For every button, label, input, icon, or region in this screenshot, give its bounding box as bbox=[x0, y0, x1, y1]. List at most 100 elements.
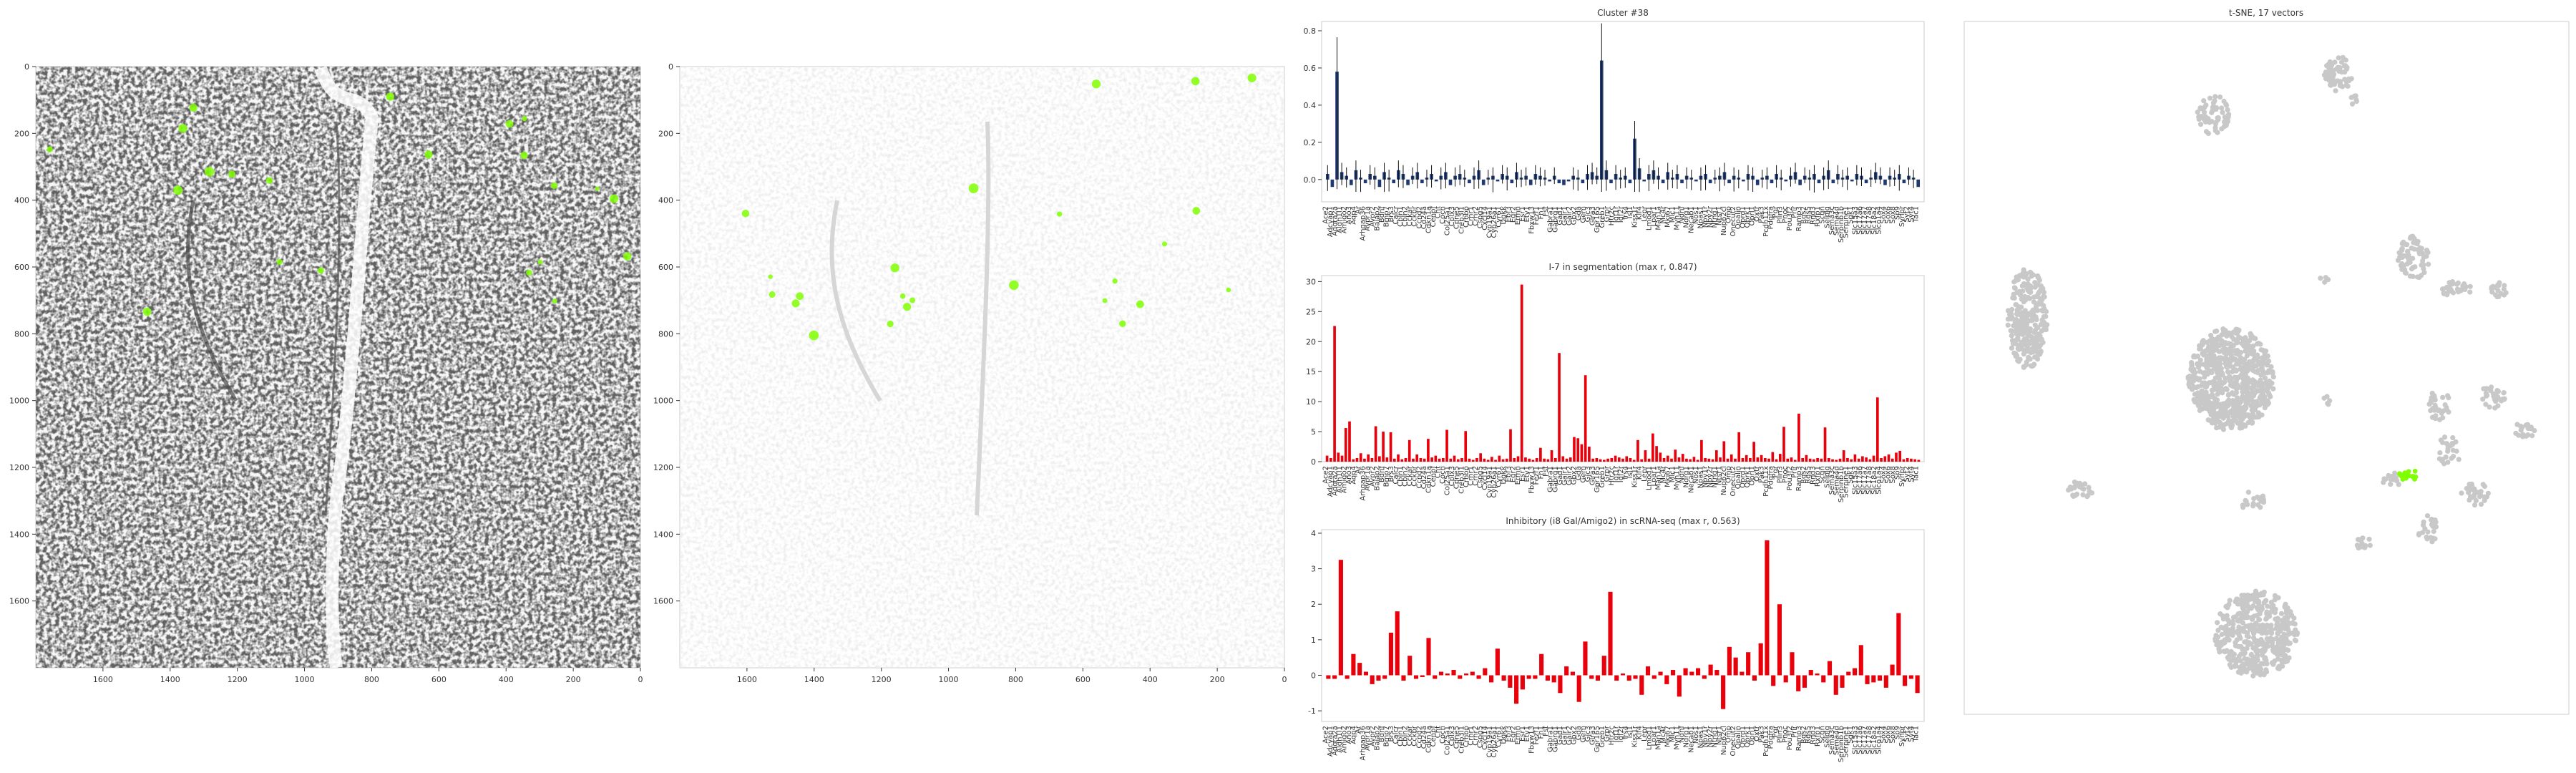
x-tick-label: Gem bbox=[1580, 206, 1588, 223]
tsne-point bbox=[2032, 284, 2038, 290]
tsne-point bbox=[2025, 276, 2031, 282]
tsne-point bbox=[2485, 490, 2491, 496]
x-tick-label: Nos1 bbox=[1692, 206, 1700, 224]
tsne-point bbox=[2210, 100, 2217, 106]
x-tick-label: Tac1 bbox=[1913, 466, 1921, 482]
tsne-point bbox=[2270, 386, 2276, 392]
midline-fissure bbox=[314, 67, 379, 668]
tsne-point bbox=[2217, 94, 2223, 100]
tsne-point bbox=[2502, 283, 2507, 288]
bar bbox=[1350, 179, 1353, 185]
x-tick-label: Galr2 bbox=[1566, 466, 1574, 485]
x-tick-label: Scgn bbox=[1819, 206, 1827, 224]
x-tick-label: Htr2c bbox=[1608, 206, 1616, 225]
highlight-cell bbox=[178, 124, 187, 133]
bar bbox=[1524, 457, 1527, 462]
x-tick-label: Irs4 bbox=[1622, 726, 1630, 739]
tsne-point bbox=[2249, 626, 2255, 632]
highlight-cell bbox=[1191, 77, 1200, 86]
tsne-point bbox=[2492, 292, 2499, 298]
bar bbox=[1419, 457, 1423, 462]
tsne-point bbox=[2529, 426, 2534, 432]
tsne-point bbox=[2220, 625, 2226, 631]
tsne-point bbox=[2030, 307, 2036, 313]
tsne-point bbox=[2209, 369, 2215, 376]
bar bbox=[1352, 459, 1355, 462]
x-tick-label: Fezf1 bbox=[1533, 726, 1541, 745]
bar bbox=[1463, 674, 1469, 676]
y-tick-label: 600 bbox=[658, 263, 673, 272]
bar bbox=[1783, 675, 1788, 683]
x-tick-label: Avpr2 bbox=[1369, 726, 1377, 747]
y-tick-label: 0 bbox=[668, 62, 673, 72]
bar bbox=[1357, 663, 1362, 676]
tsne-point bbox=[2210, 379, 2216, 384]
tsne-point bbox=[2038, 283, 2044, 289]
tsne-point bbox=[2233, 643, 2238, 648]
highlight-cell bbox=[276, 258, 283, 265]
x-tick-label: Arhgap36 bbox=[1360, 206, 1367, 241]
x-tick-label: 200 bbox=[1210, 675, 1225, 684]
tsne-point bbox=[2225, 414, 2231, 419]
tsne-point bbox=[2260, 622, 2265, 628]
highlight-cell bbox=[1247, 73, 1257, 82]
tsne-point bbox=[2230, 343, 2236, 349]
bar bbox=[1729, 454, 1733, 462]
bar bbox=[1756, 457, 1760, 462]
tsne-point bbox=[2023, 342, 2029, 348]
x-tick-label: Rgs5 bbox=[1805, 726, 1813, 744]
tsne-point bbox=[2026, 333, 2031, 339]
x-tick-label: 1000 bbox=[939, 675, 959, 684]
tsne-point bbox=[2247, 596, 2253, 602]
x-tick-label: Serpinb1b bbox=[1838, 206, 1845, 243]
tsne-point bbox=[2520, 434, 2526, 439]
tsne-highlight-point bbox=[2400, 477, 2406, 482]
bar bbox=[1456, 459, 1460, 462]
bar bbox=[1708, 179, 1712, 184]
bar bbox=[1595, 675, 1601, 681]
tsne-point bbox=[2041, 294, 2047, 300]
tsne-point bbox=[2233, 659, 2239, 665]
tsne-point bbox=[2202, 374, 2207, 380]
bar bbox=[1726, 458, 1729, 462]
tsne-point bbox=[2444, 291, 2449, 297]
plot-frame bbox=[1321, 275, 1925, 462]
tsne-point bbox=[2225, 392, 2231, 398]
x-tick-label: Pdgfra bbox=[1767, 726, 1775, 749]
x-tick-label: Arhgap36 bbox=[1360, 726, 1367, 761]
tsne-point bbox=[2498, 291, 2504, 296]
tsne-point bbox=[2342, 63, 2348, 69]
tsne-point bbox=[2258, 366, 2264, 372]
tsne-point bbox=[2037, 301, 2043, 307]
tsne-point bbox=[2201, 98, 2207, 104]
tsne-point bbox=[2014, 309, 2021, 315]
x-tick-label: Egr2 bbox=[1509, 466, 1517, 482]
x-tick-label: Creb3l1 bbox=[1458, 466, 1465, 494]
x-tick-label: Myh11 bbox=[1674, 206, 1682, 230]
bar bbox=[1797, 413, 1800, 462]
x-tick-label: Cyr61 bbox=[1496, 726, 1503, 747]
bar bbox=[1683, 668, 1688, 676]
y-tick-label: 3 bbox=[1311, 565, 1316, 574]
highlight-cell bbox=[265, 177, 273, 184]
tsne-point bbox=[2240, 359, 2245, 364]
x-tick-label: Sema3c bbox=[1828, 466, 1836, 495]
x-tick-label: Gjc3 bbox=[1584, 466, 1592, 482]
tsne-point bbox=[2240, 613, 2245, 618]
tsne-point bbox=[2219, 105, 2225, 111]
x-tick-label: 600 bbox=[431, 675, 447, 684]
bar bbox=[1674, 449, 1677, 462]
bar bbox=[1397, 454, 1400, 462]
tsne-point bbox=[2015, 357, 2021, 364]
tsne-point bbox=[2019, 313, 2025, 319]
bar bbox=[1568, 457, 1572, 462]
x-tick-label: Pgr bbox=[1772, 205, 1780, 218]
tsne-point bbox=[2013, 327, 2019, 333]
tsne-point bbox=[2258, 361, 2265, 366]
tsne-point bbox=[2383, 477, 2389, 482]
highlight-cell bbox=[173, 185, 183, 195]
x-tick-label: Sp9 bbox=[1894, 206, 1902, 220]
tsne-point bbox=[2207, 95, 2213, 101]
tsne-point bbox=[2235, 669, 2241, 675]
tsne-point bbox=[2080, 492, 2086, 497]
